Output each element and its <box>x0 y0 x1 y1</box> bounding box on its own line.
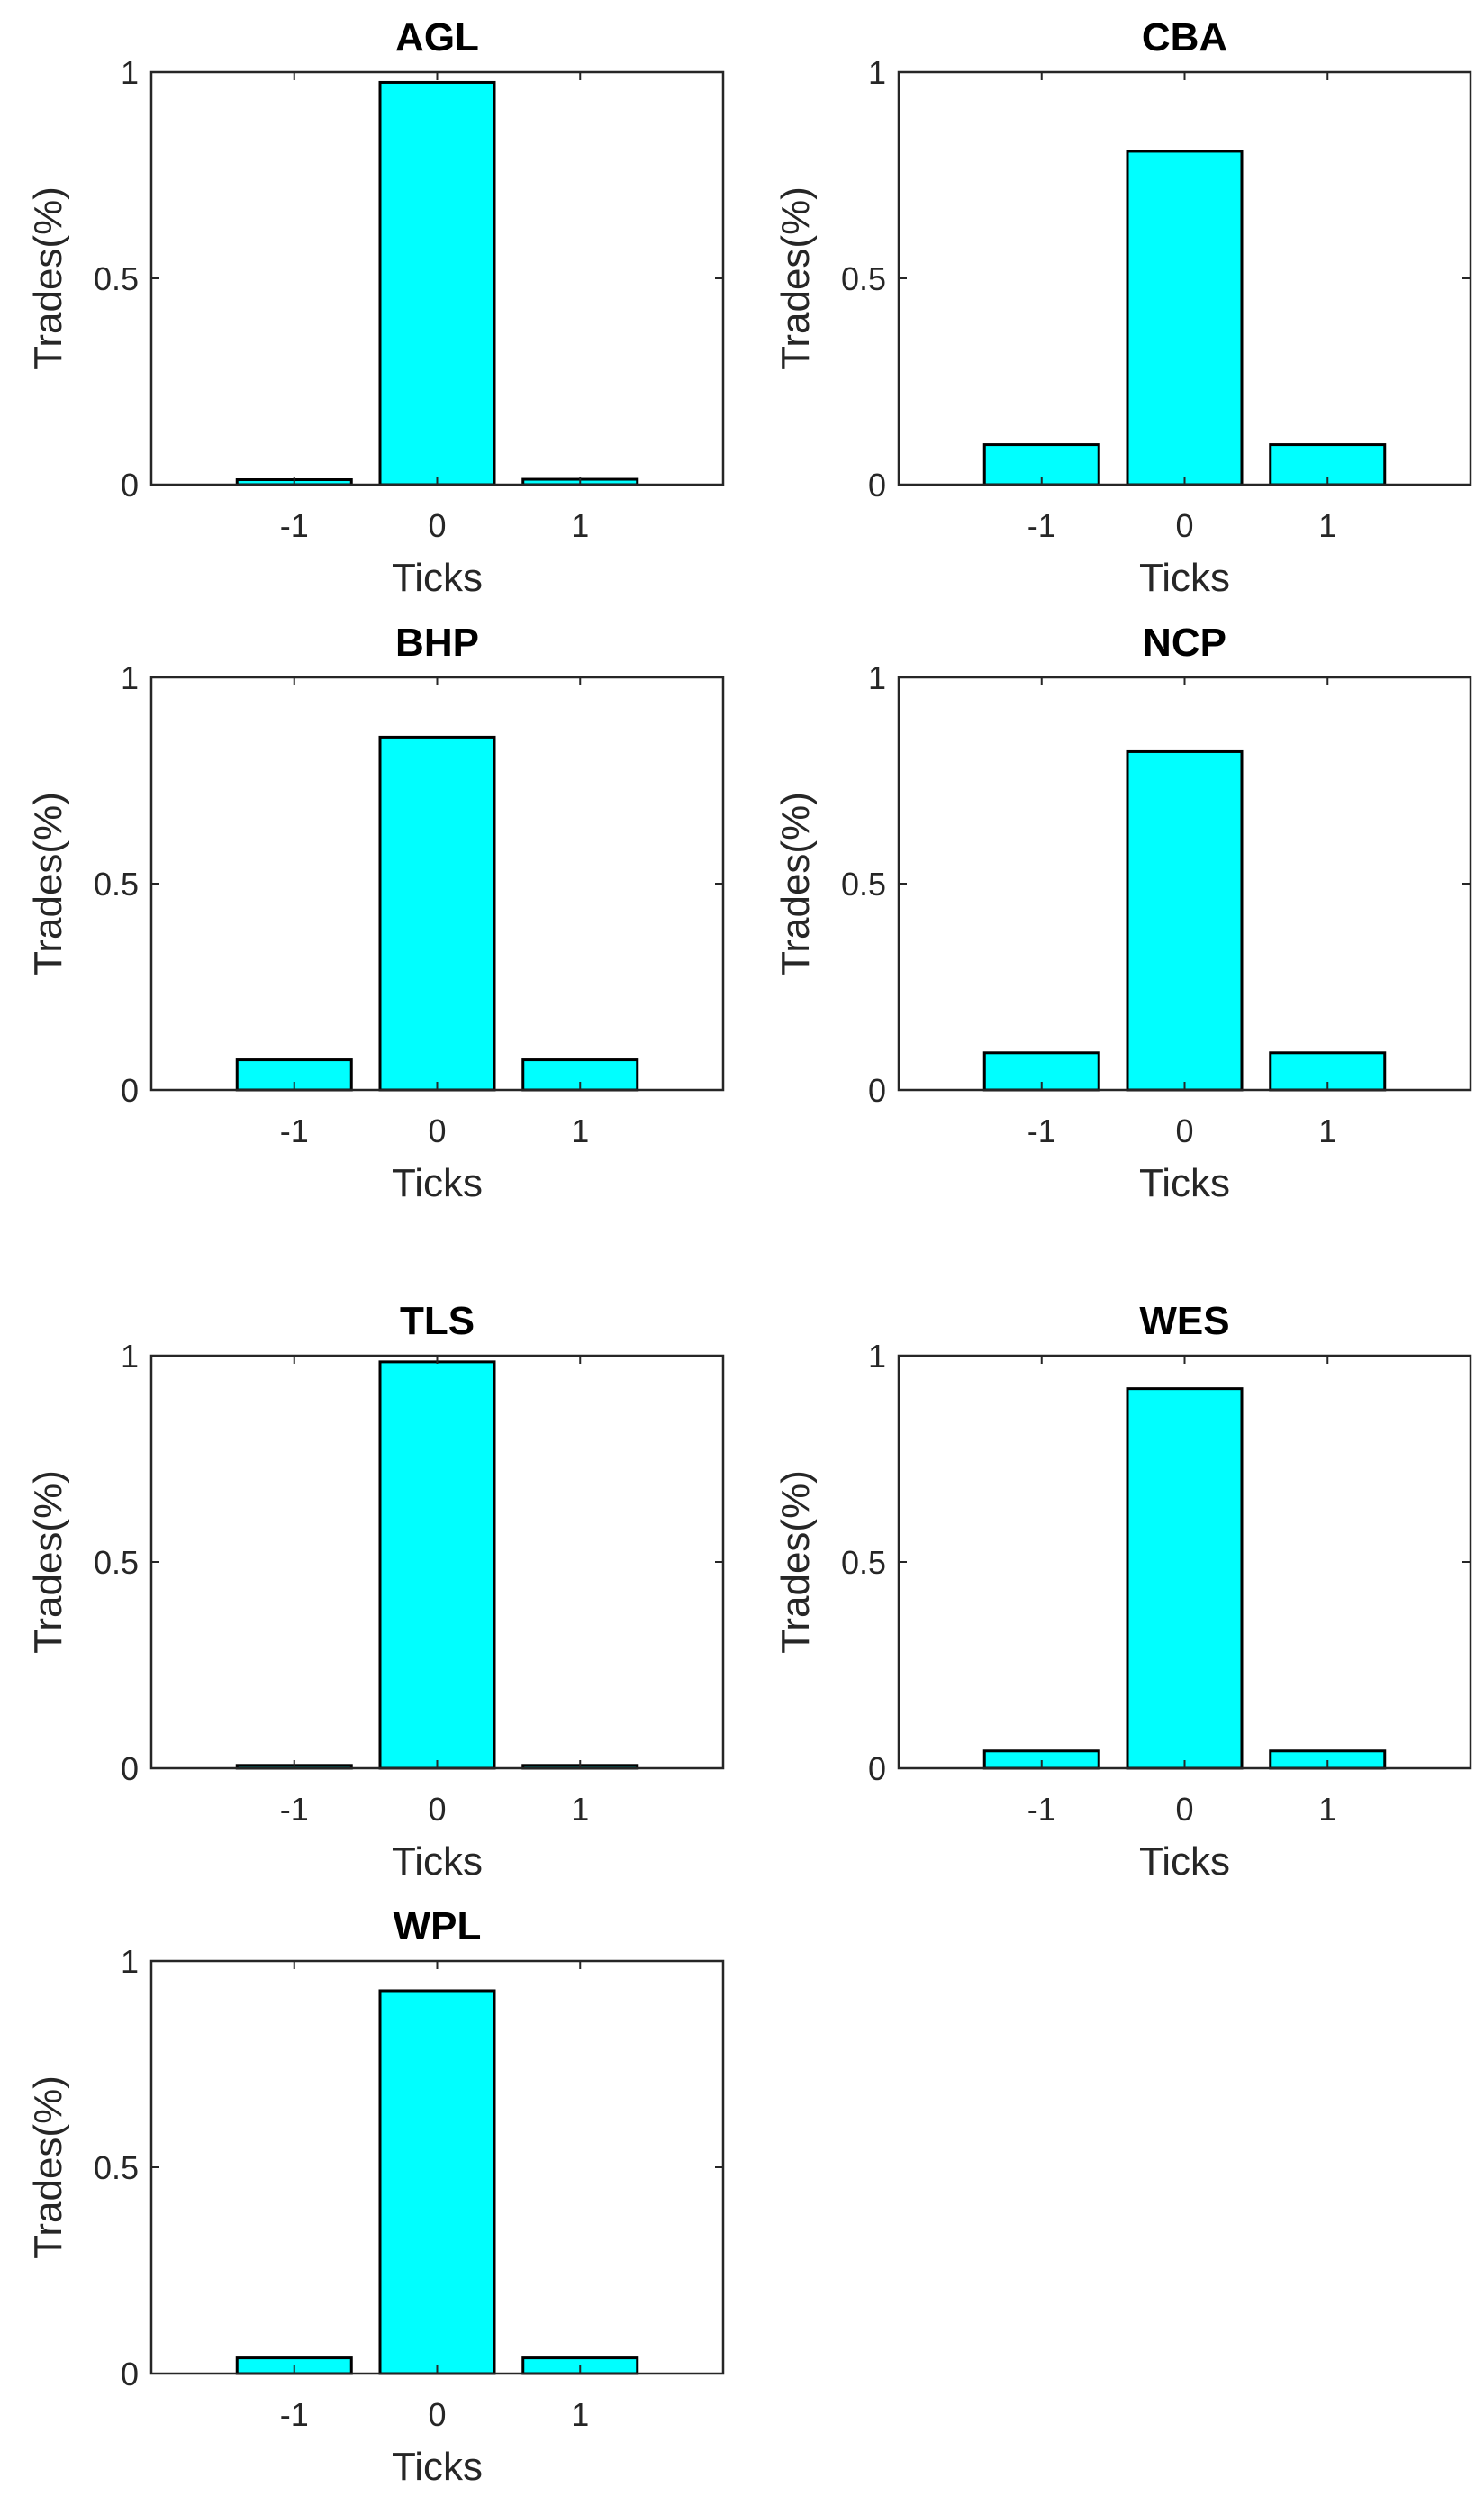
y-tick-label: 0 <box>121 1072 139 1109</box>
x-tick-label: 1 <box>1318 1112 1336 1149</box>
chart-title: AGL <box>395 15 479 59</box>
y-tick-label: 0.5 <box>841 866 886 903</box>
bar-0 <box>1126 1387 1244 1770</box>
y-tick-label: 1 <box>121 659 139 696</box>
subplot-agl: -1 0 1 0 0.5 1 AGL Ticks Trades(%) <box>26 15 725 600</box>
bar-0 <box>1126 150 1244 486</box>
x-tick-label: -1 <box>280 2396 309 2433</box>
chart-title: NCP <box>1143 621 1226 665</box>
y-tick-label: 1 <box>868 1338 886 1375</box>
chart-title: TLS <box>400 1299 475 1343</box>
x-axis-label: Ticks <box>1139 1161 1230 1205</box>
chart-title: BHP <box>395 621 479 665</box>
y-tick-label: 0.5 <box>94 1544 139 1581</box>
x-tick-label: 1 <box>571 1791 589 1828</box>
axes-box <box>149 1354 725 1770</box>
subplot-tls: -1 0 1 0 0.5 1 TLS Ticks Trades(%) <box>26 1299 725 1884</box>
bar-0 <box>1126 749 1244 1092</box>
x-axis-label: Ticks <box>1139 1839 1230 1884</box>
x-axis-label: Ticks <box>1139 556 1230 600</box>
y-tick-label: 0 <box>121 1750 139 1787</box>
bar-0 <box>378 1989 496 2375</box>
x-tick-label: 0 <box>428 2396 446 2433</box>
chart-title: CBA <box>1142 15 1227 59</box>
bar-0 <box>378 735 496 1092</box>
y-axis-label: Trades(%) <box>26 1470 70 1654</box>
y-tick-label: 0.5 <box>841 260 886 297</box>
y-tick-label: 0 <box>868 467 886 504</box>
x-axis-label: Ticks <box>392 2445 483 2489</box>
subplot-wes: -1 0 1 0 0.5 1 WES Ticks Trades(%) <box>774 1299 1472 1884</box>
y-tick-label: 1 <box>121 54 139 91</box>
x-tick-label: 0 <box>428 507 446 544</box>
subplot-ncp: -1 0 1 0 0.5 1 NCP Ticks Trades(%) <box>774 621 1472 1205</box>
x-tick-label: 0 <box>428 1791 446 1828</box>
axes-box <box>149 676 725 1092</box>
x-tick-label: 1 <box>571 2396 589 2433</box>
chart-title: WES <box>1139 1299 1229 1343</box>
x-tick-label: -1 <box>280 507 309 544</box>
y-tick-label: 0 <box>868 1072 886 1109</box>
x-tick-label: -1 <box>280 1112 309 1149</box>
x-tick-label: 0 <box>1175 507 1193 544</box>
y-axis-label: Trades(%) <box>774 186 818 370</box>
y-tick-label: 0 <box>868 1750 886 1787</box>
y-tick-label: 1 <box>121 1338 139 1375</box>
chart-title: WPL <box>394 1904 482 1948</box>
x-tick-label: -1 <box>1027 1791 1056 1828</box>
axes-box <box>897 70 1472 486</box>
x-tick-label: 1 <box>571 1112 589 1149</box>
x-tick-label: 0 <box>1175 1112 1193 1149</box>
axes-box <box>897 676 1472 1092</box>
y-tick-label: 1 <box>868 54 886 91</box>
axes-box <box>897 1354 1472 1770</box>
axes-box <box>149 70 725 486</box>
bar-0 <box>378 80 496 486</box>
y-tick-label: 1 <box>121 1943 139 1980</box>
x-axis-label: Ticks <box>392 1839 483 1884</box>
y-tick-label: 0 <box>121 467 139 504</box>
y-tick-label: 1 <box>868 659 886 696</box>
x-tick-label: -1 <box>1027 1112 1056 1149</box>
y-tick-label: 0.5 <box>94 866 139 903</box>
subplot-wpl: -1 0 1 0 0.5 1 WPL Ticks Trades(%) <box>26 1904 725 2489</box>
y-axis-label: Trades(%) <box>26 186 70 370</box>
x-tick-label: -1 <box>280 1791 309 1828</box>
y-axis-label: Trades(%) <box>774 792 818 976</box>
y-axis-label: Trades(%) <box>26 792 70 976</box>
y-axis-label: Trades(%) <box>26 2075 70 2259</box>
x-tick-label: 1 <box>571 507 589 544</box>
subplot-bhp: -1 0 1 0 0.5 1 BHP Ticks Trades(%) <box>26 621 725 1205</box>
y-tick-label: 0.5 <box>94 2149 139 2186</box>
y-tick-label: 0.5 <box>94 260 139 297</box>
subplot-cba: -1 0 1 0 0.5 1 CBA Ticks Trades(%) <box>774 15 1472 600</box>
y-tick-label: 0 <box>121 2356 139 2392</box>
x-axis-label: Ticks <box>392 1161 483 1205</box>
bar-0 <box>378 1360 496 1770</box>
x-tick-label: 0 <box>1175 1791 1193 1828</box>
y-tick-label: 0.5 <box>841 1544 886 1581</box>
x-tick-label: 0 <box>428 1112 446 1149</box>
axes-box <box>149 1959 725 2375</box>
x-axis-label: Ticks <box>392 556 483 600</box>
x-tick-label: 1 <box>1318 507 1336 544</box>
x-tick-label: -1 <box>1027 507 1056 544</box>
y-axis-label: Trades(%) <box>774 1470 818 1654</box>
x-tick-label: 1 <box>1318 1791 1336 1828</box>
